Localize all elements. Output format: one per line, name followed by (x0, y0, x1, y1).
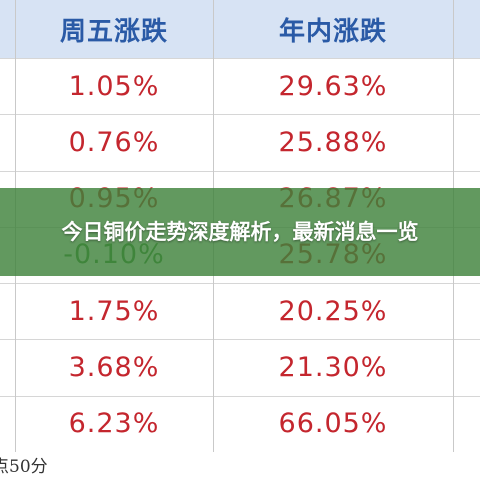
header-cell: 年内涨跌 (278, 16, 387, 47)
table-cell: 6.23% (68, 408, 160, 440)
row-divider (0, 339, 480, 341)
table-cell: 1.05% (68, 70, 160, 102)
table-cell: 20.25% (278, 295, 388, 327)
row-divider (0, 114, 480, 116)
row-divider (0, 283, 480, 285)
banner: 今日铜价走势深度解析，最新消息一览 (0, 188, 480, 276)
table-cell: 21.30% (278, 352, 388, 384)
header-background (0, 0, 480, 58)
table-cell: 1.75% (68, 295, 160, 327)
banner-title: 今日铜价走势深度解析，最新消息一览 (61, 220, 419, 244)
table-cell: 3.68% (68, 352, 160, 384)
header-cell: 周五涨跌 (59, 16, 168, 47)
row-divider (0, 170, 480, 172)
table-cell: 0.76% (68, 126, 160, 158)
table-cell: 66.05% (278, 408, 388, 440)
table-cell: 25.88% (278, 126, 388, 158)
table-cell: 29.63% (278, 70, 388, 102)
footer-text: 点50分 (0, 457, 48, 477)
row-divider (0, 58, 480, 59)
row-divider (0, 395, 480, 397)
